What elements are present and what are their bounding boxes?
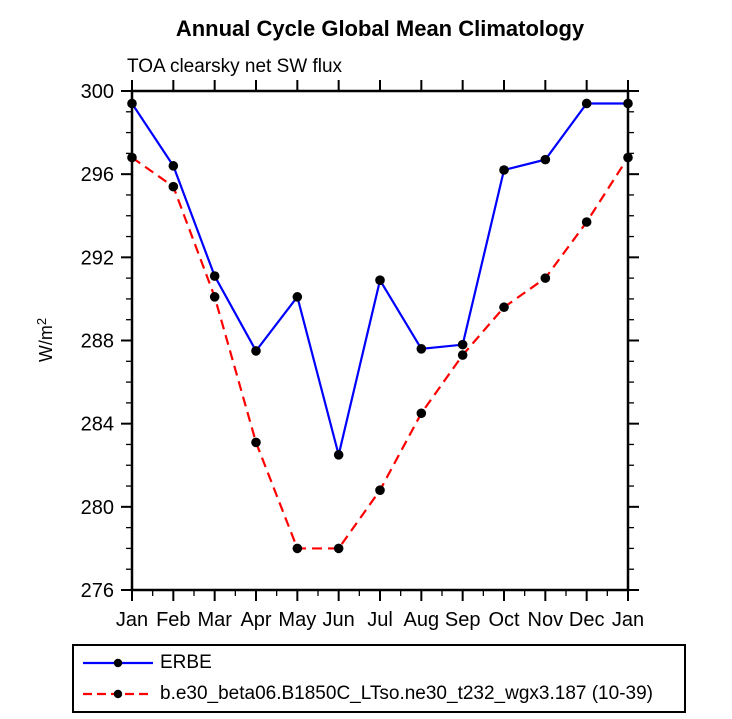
data-point (209, 292, 220, 302)
x-tick-label: Jan (612, 609, 644, 631)
x-tick-label: Dec (569, 609, 605, 631)
data-point (251, 437, 261, 448)
legend-item-erbe: ERBE (74, 649, 684, 678)
y-tick-label: 276 (81, 580, 114, 602)
data-point (292, 543, 303, 554)
plot-frame (130, 89, 630, 592)
data-point (416, 344, 427, 354)
data-point (333, 450, 344, 460)
y-tick-label: 288 (81, 331, 114, 353)
data-point (209, 271, 220, 281)
data-point (540, 273, 551, 283)
data-point (375, 275, 385, 286)
legend-line-sample-solid (83, 658, 153, 668)
x-tick-label: Mar (197, 609, 232, 631)
y-tick-label: 292 (81, 247, 114, 269)
data-point (416, 408, 427, 419)
data-point (581, 217, 592, 227)
legend-marker-icon (113, 689, 123, 699)
page-title: Annual Cycle Global Mean Climatology (175, 16, 585, 41)
x-tick-label: May (278, 609, 316, 631)
data-point (457, 350, 468, 360)
series-layer (127, 98, 633, 554)
legend-label: ERBE (160, 652, 212, 673)
data-point (168, 161, 179, 171)
data-point (292, 292, 303, 302)
y-axis-title: W/m2 (34, 318, 56, 362)
y-tick-label: 280 (81, 497, 114, 519)
legend-line-sample-dashed (83, 689, 153, 699)
x-tick-label: Apr (240, 609, 271, 631)
x-tick-label: Oct (488, 609, 520, 631)
legend-label: b.e30_beta06.B1850C_LTso.ne30_t232_wgx3.… (160, 683, 653, 704)
legend-marker-icon (113, 658, 123, 668)
x-tick-label: Jun (323, 609, 355, 631)
axis-labels: Jan Feb Mar Apr May Jun Jul Aug Sep Oct Nov Dec Jan2… (81, 81, 645, 631)
x-tick-label: Feb (156, 609, 190, 631)
data-point (499, 302, 509, 313)
x-tick-label: Jul (367, 609, 393, 631)
data-point (581, 98, 592, 109)
x-tick-label: Nov (528, 609, 564, 631)
legend-item-model: b.e30_beta06.B1850C_LTso.ne30_t232_wgx3.… (74, 680, 684, 709)
y-tick-label: 284 (81, 414, 114, 436)
x-tick-label: Jan (116, 609, 148, 631)
data-point (540, 154, 551, 165)
data-point (251, 346, 261, 356)
legend-box: ERBE b.e30_beta06.B1850C_LTso.ne30_t232_… (72, 644, 686, 713)
chart-subtitle: TOA clearsky net SW flux (127, 56, 343, 77)
data-point (168, 181, 179, 192)
data-point (375, 485, 385, 496)
data-point (457, 339, 468, 350)
data-point (333, 543, 344, 554)
y-tick-label: 296 (81, 164, 114, 186)
x-tick-label: Aug (404, 609, 440, 631)
data-point (499, 165, 509, 175)
axis-ticks (121, 80, 639, 601)
x-tick-label: Sep (445, 609, 481, 631)
y-tick-label: 300 (81, 81, 114, 103)
